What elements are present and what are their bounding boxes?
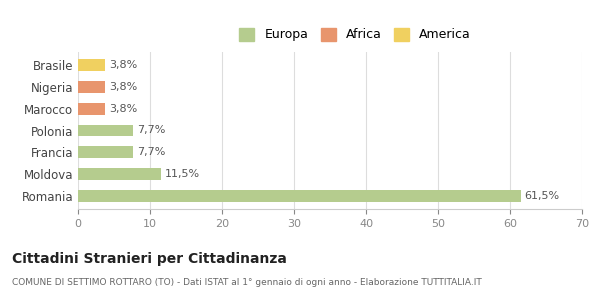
Text: 7,7%: 7,7%	[137, 147, 166, 157]
Bar	[78, 168, 161, 180]
Text: 3,8%: 3,8%	[109, 104, 137, 114]
Bar	[78, 124, 133, 137]
Text: 61,5%: 61,5%	[524, 191, 560, 201]
Legend: Europa, Africa, America: Europa, Africa, America	[236, 24, 475, 45]
Text: Cittadini Stranieri per Cittadinanza: Cittadini Stranieri per Cittadinanza	[12, 252, 287, 266]
Text: 3,8%: 3,8%	[109, 82, 137, 92]
Bar	[78, 146, 133, 158]
Text: 11,5%: 11,5%	[164, 169, 200, 179]
Bar	[78, 81, 106, 93]
Bar	[78, 190, 521, 202]
Text: 7,7%: 7,7%	[137, 126, 166, 135]
Bar	[78, 103, 106, 115]
Bar	[78, 59, 106, 71]
Text: 3,8%: 3,8%	[109, 60, 137, 70]
Text: COMUNE DI SETTIMO ROTTARO (TO) - Dati ISTAT al 1° gennaio di ogni anno - Elabora: COMUNE DI SETTIMO ROTTARO (TO) - Dati IS…	[12, 278, 482, 287]
